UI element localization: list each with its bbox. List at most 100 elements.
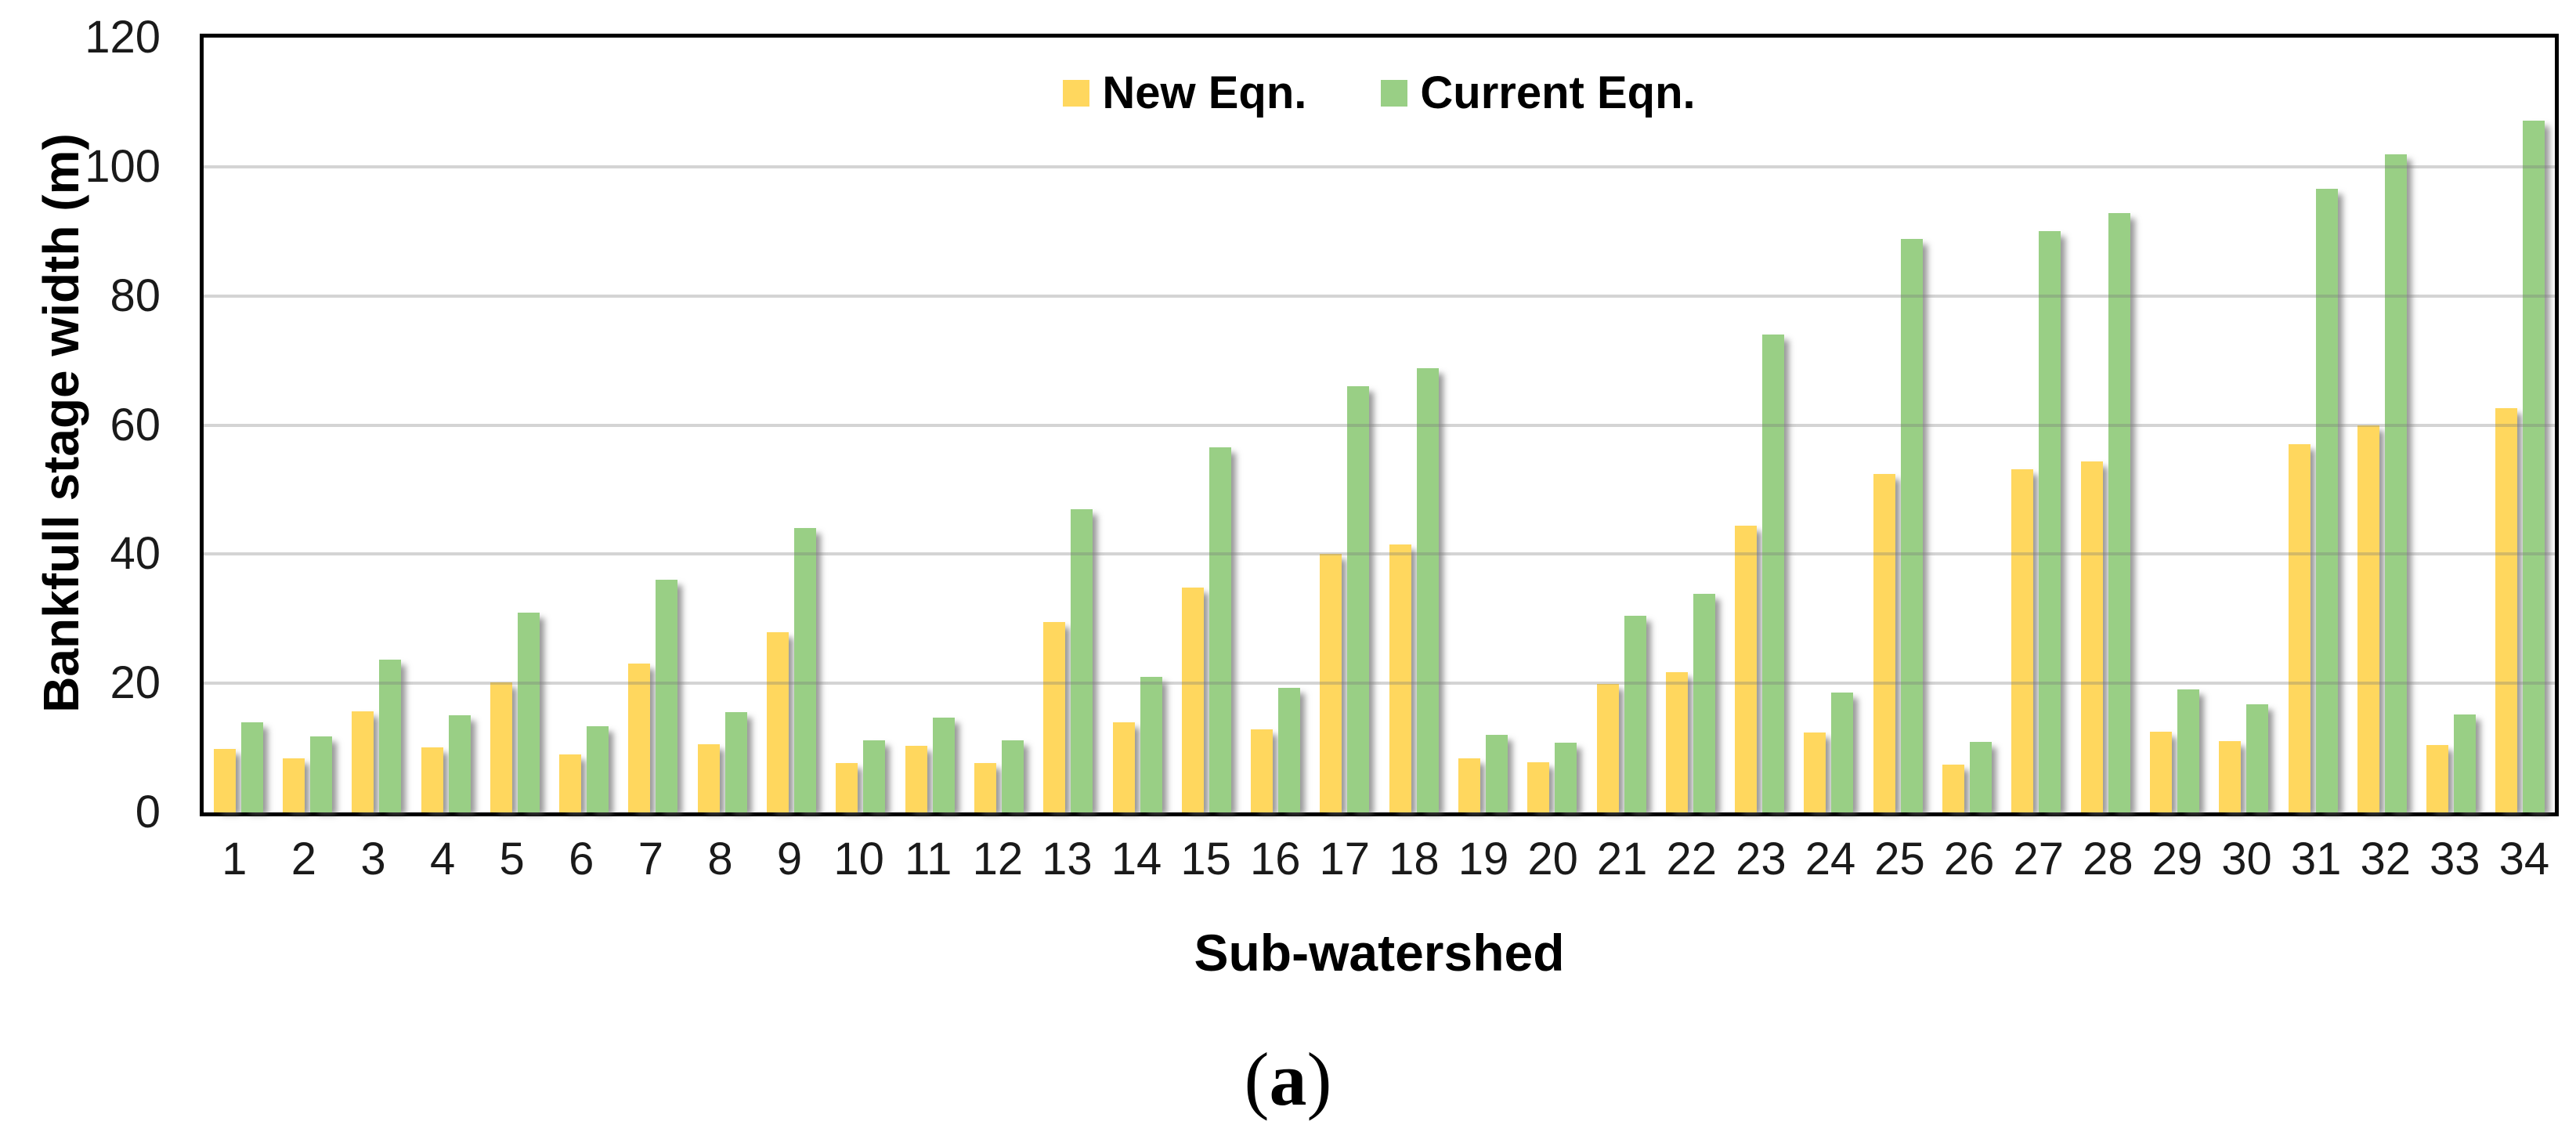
- y-tick-label-80: 80: [110, 269, 161, 321]
- legend-swatch-current-eqn: [1381, 80, 1408, 107]
- bar-group-27: [2002, 38, 2071, 812]
- bar-group-33: [2417, 38, 2486, 812]
- bar-group-7: [619, 38, 688, 812]
- x-tick-label-17: 17: [1319, 834, 1371, 884]
- bar-current-eqn-18: [1416, 367, 1439, 812]
- bar-new-eqn-4: [421, 747, 443, 812]
- bar-current-eqn-14: [1140, 676, 1162, 812]
- bar-new-eqn-31: [2288, 444, 2310, 812]
- y-tick-label-100: 100: [85, 140, 161, 192]
- bar-new-eqn-15: [1181, 588, 1204, 812]
- bar-group-25: [1863, 38, 1932, 812]
- legend-swatch-new-eqn: [1063, 80, 1090, 107]
- bar-group-24: [1794, 38, 1863, 812]
- bar-new-eqn-24: [1804, 732, 1826, 812]
- bar-group-19: [1448, 38, 1517, 812]
- x-tick-label-18: 18: [1389, 834, 1440, 884]
- bar-new-eqn-20: [1527, 761, 1550, 812]
- bar-group-9: [757, 38, 826, 812]
- x-tick-label-23: 23: [1736, 834, 1787, 884]
- bar-current-eqn-8: [724, 712, 747, 812]
- bar-current-eqn-13: [1071, 508, 1093, 812]
- bar-group-5: [480, 38, 549, 812]
- bar-group-29: [2140, 38, 2209, 812]
- x-tick-label-22: 22: [1666, 834, 1718, 884]
- bar-new-eqn-28: [2080, 461, 2103, 812]
- bar-current-eqn-15: [1209, 447, 1231, 812]
- bar-current-eqn-25: [1900, 239, 1923, 812]
- bar-new-eqn-6: [559, 754, 582, 812]
- bar-current-eqn-31: [2315, 188, 2338, 812]
- bar-group-30: [2209, 38, 2278, 812]
- bar-current-eqn-11: [932, 717, 955, 812]
- x-tick-label-27: 27: [2013, 834, 2064, 884]
- x-tick-label-19: 19: [1458, 834, 1509, 884]
- bar-new-eqn-13: [1043, 621, 1066, 812]
- x-tick-label-9: 9: [776, 834, 803, 884]
- legend: New Eqn. Current Eqn.: [200, 71, 2559, 116]
- y-tick-label-20: 20: [110, 657, 161, 709]
- bar-group-11: [895, 38, 964, 812]
- bar-group-13: [1034, 38, 1103, 812]
- x-axis-title: Sub-watershed: [1194, 924, 1565, 982]
- bar-group-28: [2071, 38, 2140, 812]
- bar-current-eqn-16: [1278, 687, 1301, 812]
- bar-new-eqn-22: [1665, 672, 1688, 812]
- x-tick-label-31: 31: [2290, 834, 2342, 884]
- x-tick-label-8: 8: [707, 834, 733, 884]
- bar-current-eqn-19: [1485, 735, 1508, 812]
- bar-group-6: [549, 38, 618, 812]
- x-tick-label-20: 20: [1527, 834, 1578, 884]
- bar-new-eqn-26: [1942, 765, 1965, 812]
- bar-new-eqn-9: [767, 632, 789, 812]
- bar-group-1: [204, 38, 273, 812]
- x-axis-tick-labels: 1 2 3 4 5 6 7 8 9 10 11 12 13 14 15 16 17 18 19 20 21 22 23 24 2…: [200, 837, 2559, 882]
- legend-label-new-eqn: New Eqn.: [1102, 67, 1307, 118]
- bar-group-8: [688, 38, 757, 812]
- bar-group-20: [1518, 38, 1587, 812]
- x-tick-label-21: 21: [1596, 834, 1648, 884]
- bar-new-eqn-5: [490, 682, 512, 812]
- bar-new-eqn-17: [1320, 554, 1342, 812]
- figure-caption: (a): [0, 1036, 2576, 1123]
- x-tick-label-25: 25: [1874, 834, 1925, 884]
- bar-new-eqn-14: [1112, 722, 1135, 812]
- bar-group-23: [1725, 38, 1794, 812]
- bar-group-32: [2347, 38, 2416, 812]
- y-tick-label-120: 120: [85, 12, 161, 63]
- y-tick-label-40: 40: [110, 528, 161, 580]
- bar-group-4: [411, 38, 480, 812]
- bar-current-eqn-3: [379, 659, 402, 812]
- bar-current-eqn-30: [2246, 704, 2269, 812]
- bar-current-eqn-22: [1693, 593, 1715, 812]
- x-tick-label-33: 33: [2430, 834, 2480, 884]
- bar-current-eqn-17: [1347, 386, 1370, 812]
- y-tick-label-0: 0: [135, 787, 161, 837]
- bar-group-16: [1241, 38, 1310, 812]
- bar-group-12: [964, 38, 1033, 812]
- bar-new-eqn-16: [1251, 729, 1274, 812]
- bar-group-18: [1379, 38, 1448, 812]
- y-tick-label-60: 60: [110, 399, 161, 450]
- bar-new-eqn-7: [628, 664, 651, 812]
- x-tick-label-6: 6: [569, 834, 594, 884]
- x-tick-label-12: 12: [972, 834, 1024, 884]
- caption-close-paren: ): [1306, 1037, 1332, 1121]
- bar-current-eqn-21: [1624, 615, 1646, 812]
- bar-new-eqn-11: [905, 746, 927, 812]
- bar-current-eqn-24: [1831, 692, 1854, 812]
- bar-new-eqn-3: [352, 711, 374, 812]
- bar-new-eqn-32: [2357, 425, 2379, 812]
- x-tick-label-1: 1: [222, 834, 247, 884]
- x-tick-label-7: 7: [638, 834, 663, 884]
- x-tick-label-15: 15: [1180, 834, 1231, 884]
- x-tick-label-4: 4: [429, 834, 456, 884]
- bar-current-eqn-28: [2108, 213, 2130, 812]
- bar-group-22: [1656, 38, 1725, 812]
- x-tick-label-32: 32: [2360, 834, 2411, 884]
- x-tick-label-13: 13: [1042, 834, 1093, 884]
- bar-current-eqn-29: [2177, 689, 2199, 812]
- bar-group-2: [273, 38, 341, 812]
- x-tick-label-16: 16: [1249, 834, 1301, 884]
- bar-current-eqn-34: [2523, 120, 2545, 812]
